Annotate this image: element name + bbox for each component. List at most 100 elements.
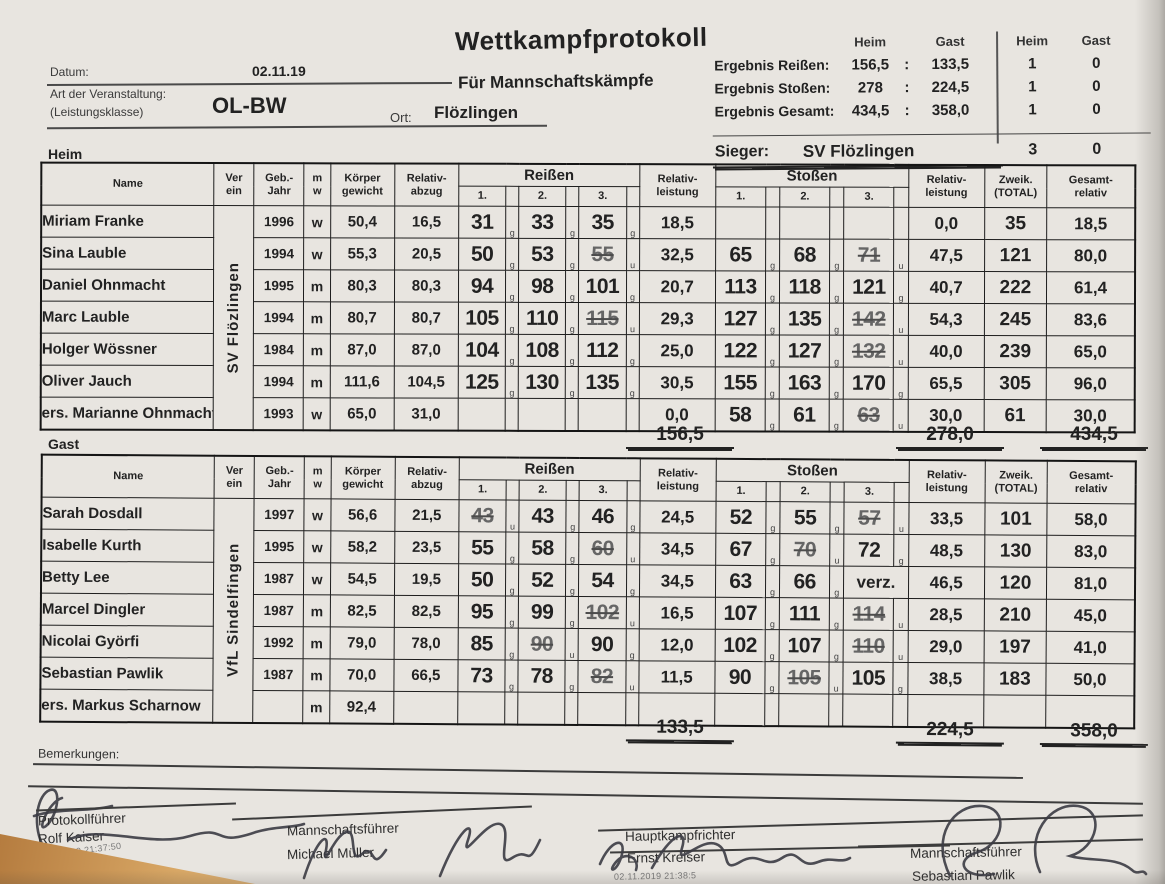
results-header: Heim Gast Heim Gast [712,26,1150,50]
results-col-gast: Gast [935,33,965,49]
athlete-name: Miriam Franke [41,205,214,238]
attempt-mark: g [829,565,844,599]
result-label: Ergebnis Gesamt: [714,102,835,120]
col-attempt-mark [766,481,781,502]
attempt-value: 107 [715,597,766,630]
attempt-value: 65 [715,238,766,271]
attempt-mark: g [765,270,780,304]
attempt-mark: g [625,334,639,367]
attempt-value: 94 [458,270,506,303]
relative-performance: 47,5 [908,239,985,272]
club-cell: VfL Sindelfingen [212,498,255,723]
club-name: SV Flözlingen [224,261,243,374]
col-attempt-mark [505,186,519,207]
attempt-mark: g [565,564,580,597]
sex: w [304,498,331,531]
attempt-mark [894,207,909,240]
gesamt-relativ: 96,0 [1046,367,1135,400]
attempt-mark: u [894,502,909,535]
attempt-mark: g [829,629,844,663]
col-koerpergewicht: Körper gewicht [330,456,396,500]
bodyweight: 54,5 [330,562,395,596]
attempt-mark: g [764,661,780,694]
relative-performance: 24,5 [639,500,716,534]
result-pts-heim: 1 [1028,55,1037,73]
datum-value: 02.11.19 [252,63,306,79]
relative-performance: 18,5 [639,206,716,239]
birth-year: 1994 [253,301,304,334]
bodyweight: 80,7 [329,301,395,334]
attempt-mark: u [893,303,909,336]
attempt-mark: g [505,595,519,629]
bemerkungen-line [33,763,1023,779]
attempt-value [843,207,895,240]
attempt-value: 102 [714,629,766,662]
relative-performance: 30,5 [638,366,716,399]
zweikampf-total: 121 [984,239,1047,272]
result-heim: 156,5 [851,56,890,74]
attempt-value: 72 [843,534,895,567]
attempt-mark: u [505,499,520,533]
birth-year: 1987 [253,658,304,691]
gast-total-reissen: 133,5 [625,716,735,743]
result-row-reissen: Ergebnis Reißen: 156,5 : 133,5 1 0 [712,54,1150,79]
result-label: Ergebnis Reißen: [714,56,830,74]
col-group-reissen: Reißen [459,457,640,481]
col-attempt-2: 2. [780,481,831,502]
relative-performance: 54,3 [907,303,985,336]
col-attempt-2: 2. [519,480,567,501]
attempt-value: 99 [518,596,566,629]
bodyweight: 56,6 [330,498,395,532]
col-geb-jahr: Geb.- Jahr [254,163,305,206]
attempt-value [779,207,830,240]
relative-performance: 11,5 [638,660,715,694]
col-group-stossen: Stoßen [716,458,909,483]
gesamt-relativ: 65,0 [1046,335,1135,368]
heim-table-body: Miriam Franke SV Flözlingen 1996 w 50,4 16,5 3… [40,205,1136,433]
attempt-mark: g [505,302,519,335]
datum-label: Datum: [50,65,89,79]
attempt-mark: g [765,334,780,368]
col-gesamtrelativ: Gesamt-relativ [1047,460,1136,504]
divider [46,124,548,129]
attempt-value: 43 [458,499,507,532]
bodyweight: 55,3 [330,237,395,270]
relative-deduction: 78,0 [393,627,459,660]
relative-deduction: 87,0 [394,333,459,367]
col-relativabzug: Relativ-abzug [394,163,459,207]
col-group-reissen: Reißen [458,163,640,187]
attempt-mark: g [765,366,780,400]
signature-role: Mannschaftsführer [909,844,1022,861]
attempt-value: 108 [518,334,566,367]
attempt-mark: g [565,206,580,239]
relative-deduction: 104,5 [393,365,459,399]
signature-name: Michael Müller [286,844,375,863]
attempt-mark: g [565,532,580,565]
relative-performance: 29,0 [907,630,985,663]
attempt-value: 66 [779,565,830,598]
col-attempt-3: 3. [579,480,627,501]
heim-total-gesamt: 434,5 [1040,424,1148,449]
attempt-value: 110 [518,302,566,335]
bodyweight: 80,3 [330,269,395,302]
col-attempt-2: 2. [518,186,567,207]
attempt-value: 35 [579,206,627,239]
gesamt-relativ: 80,0 [1046,239,1136,272]
attempt-value: 127 [779,335,830,368]
col-group-stossen: Stoßen [715,164,909,188]
sex: w [304,237,331,270]
attempt-value: 55 [458,531,506,564]
col-attempt-mark [829,187,845,208]
attempt-value: 155 [715,366,766,399]
attempt-mark: g [505,627,519,661]
relative-performance: 65,5 [907,367,985,400]
attempt-mark: u [626,238,640,271]
athlete-row: Daniel Ohnmacht 1995 m 80,3 80,3 94 g 98 g 101 g 20… [40,269,1136,304]
attempt-value: 113 [715,270,766,303]
attempt-value: 33 [518,206,567,239]
col-koerpergewicht: Körper gewicht [330,163,395,206]
attempt-value: 112 [578,334,626,367]
